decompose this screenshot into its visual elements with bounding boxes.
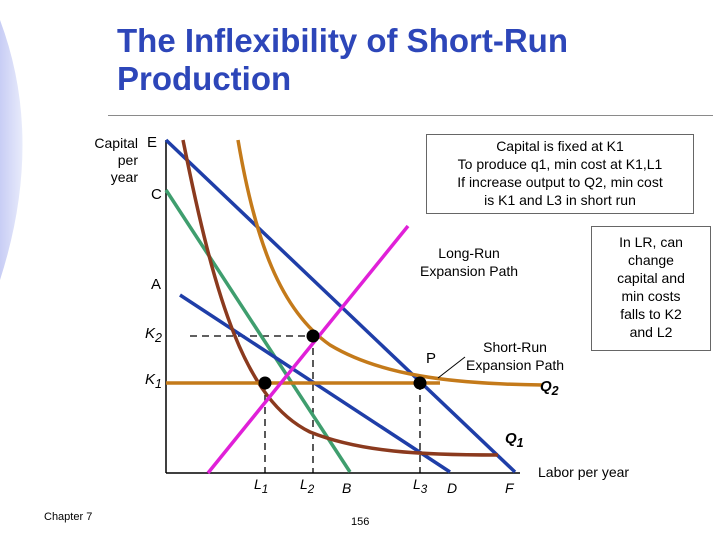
isoquant-label-q2: Q2 [540, 378, 559, 398]
isoquant-label-q1: Q1 [505, 430, 524, 450]
tick-k1-main: K [145, 371, 156, 388]
tick-l2-sub: 2 [307, 482, 315, 496]
isocost-ef [164, 138, 517, 474]
point-label-a: A [151, 276, 162, 293]
tick-b-main: B [342, 480, 352, 496]
slide-title: The Inflexibility of Short-Run Productio… [117, 22, 568, 97]
q2-sub: 2 [551, 384, 559, 398]
tick-b: B [342, 480, 351, 496]
tick-l1: L1 [254, 476, 268, 496]
note-box: Capital is fixed at K1 To produce q1, mi… [426, 134, 694, 214]
decorative-arc [0, 20, 23, 280]
short-run-label-line: Short-Run [483, 339, 547, 355]
title-divider [108, 115, 713, 116]
chapter-label: Chapter 7 [44, 511, 93, 523]
tick-l1-sub: 1 [261, 482, 269, 496]
point-k1-l1 [258, 376, 272, 390]
tick-k1-sub: 1 [155, 377, 162, 391]
point-label-c: C [151, 186, 162, 203]
tick-l1-main: L [254, 476, 262, 492]
note-line: Capital is fixed at K1 [496, 138, 624, 154]
lr-note-line: min costs [621, 288, 681, 304]
y-axis-label-line: year [110, 169, 138, 185]
note-line: To produce q1, min cost at K1,L1 [457, 156, 663, 172]
tick-l2-main: L [300, 476, 308, 492]
y-axis-label-line: per [117, 152, 138, 168]
isoquant-q2 [236, 139, 544, 387]
tick-k1: K1 [145, 371, 162, 391]
q2-main: Q [540, 378, 552, 395]
y-axis-label: Capital per year [80, 135, 138, 186]
tick-l3-main: L [413, 476, 421, 492]
point-label-e: E [147, 134, 158, 151]
isocost-cb [164, 189, 352, 473]
tick-k2-sub: 2 [155, 331, 162, 345]
short-run-path-label: Short-Run Expansion Path [466, 338, 564, 374]
tick-l3-sub: 3 [420, 482, 428, 496]
point-label-p: P [426, 350, 437, 367]
lr-note-line: falls to K2 [620, 306, 682, 322]
tick-d: D [447, 480, 457, 496]
long-run-path-label: Long-Run Expansion Path [420, 244, 518, 280]
y-axis-label-line: Capital [94, 135, 138, 151]
short-run-label-pointer [437, 356, 466, 379]
tick-f: F [505, 480, 514, 496]
page-number: 156 [351, 516, 370, 528]
long-run-label-line: Long-Run [438, 245, 500, 261]
tick-k2: K2 [145, 325, 162, 345]
lr-note-line: In LR, can [619, 234, 683, 250]
short-run-label-line: Expansion Path [466, 357, 565, 373]
isoquant-q1 [181, 139, 499, 457]
note-line: is K1 and L3 in short run [484, 192, 636, 208]
q1-sub: 1 [516, 436, 524, 450]
long-run-note-box: In LR, can change capital and min costs … [591, 226, 711, 351]
lr-note-line: and L2 [629, 324, 673, 340]
q1-main: Q [505, 430, 517, 447]
tick-f-main: F [505, 480, 514, 496]
lr-note-line: capital and [617, 270, 685, 286]
long-run-expansion-path [206, 224, 410, 475]
long-run-label-line: Expansion Path [420, 263, 519, 279]
x-axis-label: Labor per year [538, 464, 630, 480]
point-k2-l2 [306, 329, 320, 343]
note-line: If increase output to Q2, min cost [457, 174, 663, 190]
lr-note-line: change [628, 252, 674, 268]
tick-d-main: D [447, 480, 458, 496]
tick-l2: L2 [300, 476, 314, 496]
tick-k2-main: K [145, 325, 156, 342]
point-k1-l3 [413, 376, 427, 390]
tick-l3: L3 [413, 476, 427, 496]
